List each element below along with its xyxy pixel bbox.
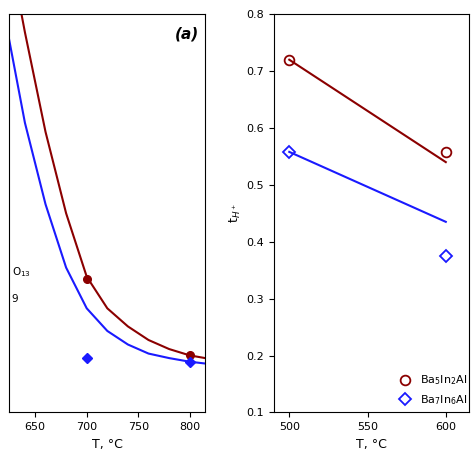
X-axis label: T, °C: T, °C <box>356 438 387 451</box>
Y-axis label: t$_{H^+}$: t$_{H^+}$ <box>228 203 243 223</box>
Text: O$_{13}$: O$_{13}$ <box>11 265 30 279</box>
Text: 9: 9 <box>11 294 18 304</box>
X-axis label: T, °C: T, °C <box>92 438 123 451</box>
Legend: Ba$_5$In$_2$Al, Ba$_7$In$_6$Al: Ba$_5$In$_2$Al, Ba$_7$In$_6$Al <box>394 374 468 407</box>
Text: (a): (a) <box>175 26 199 41</box>
